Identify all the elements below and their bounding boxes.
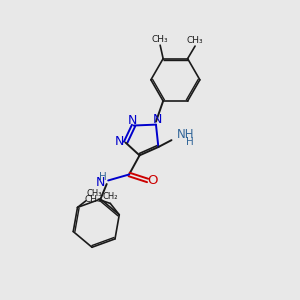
Text: NH: NH	[177, 128, 194, 141]
Text: H: H	[99, 172, 107, 182]
Text: CH₃: CH₃	[85, 195, 101, 204]
Text: H: H	[185, 136, 193, 147]
Text: CH₃: CH₃	[152, 35, 169, 44]
Text: CH₃: CH₃	[87, 189, 102, 198]
Text: N: N	[153, 113, 162, 126]
Text: O: O	[148, 174, 158, 187]
Text: N: N	[96, 176, 105, 189]
Text: CH₂: CH₂	[103, 192, 118, 201]
Text: N: N	[115, 135, 124, 148]
Text: N: N	[128, 114, 137, 127]
Text: CH₃: CH₃	[187, 36, 203, 45]
